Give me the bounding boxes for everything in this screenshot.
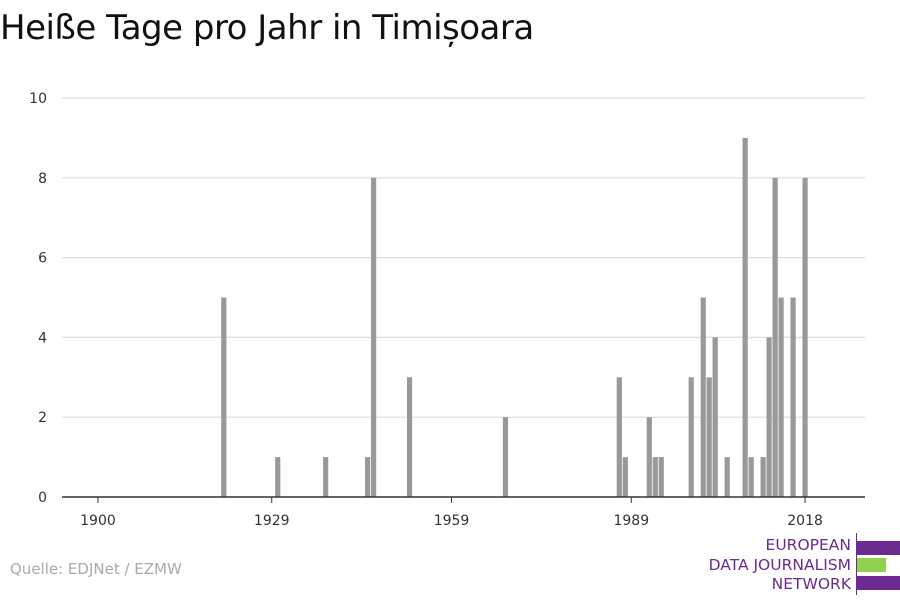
- bar: [748, 457, 754, 497]
- bar: [760, 457, 766, 497]
- bars: [221, 137, 808, 498]
- bar: [371, 177, 377, 498]
- logo-bar-top: [857, 541, 900, 555]
- tick-labels: 0 2 4 6 8 10 1900 1929 1959 1989 2018: [29, 91, 823, 529]
- bar: [688, 377, 694, 497]
- bar: [772, 177, 778, 498]
- bar: [700, 297, 706, 497]
- bar: [658, 457, 664, 497]
- bar: [622, 457, 628, 497]
- logo-bar-middle: [857, 558, 886, 572]
- x-tick-label: 1989: [613, 513, 649, 529]
- logo-text: EUROPEAN DATA JOURNALISM NETWORK: [709, 536, 851, 595]
- y-tick-label: 10: [29, 91, 47, 107]
- logo-divider: [856, 533, 857, 595]
- x-tick-label: 1929: [254, 513, 290, 529]
- axes: [62, 496, 865, 503]
- logo-line-2: DATA JOURNALISM: [708, 555, 851, 574]
- bar: [742, 137, 748, 497]
- bar: [275, 457, 281, 497]
- chart-title: Heiße Tage pro Jahr in Timișoara: [0, 8, 534, 48]
- bar: [778, 297, 784, 497]
- edjnet-logo[interactable]: EUROPEAN DATA JOURNALISM NETWORK: [700, 533, 900, 595]
- bar: [802, 177, 808, 498]
- bar: [724, 457, 730, 497]
- y-tick-label: 4: [38, 330, 47, 346]
- y-tick-label: 8: [38, 171, 47, 187]
- bar: [706, 377, 712, 497]
- bar: [502, 417, 509, 497]
- bar: [616, 377, 622, 497]
- y-tick-label: 0: [38, 490, 47, 506]
- x-tick-label: 2018: [787, 513, 823, 529]
- bar: [712, 337, 718, 497]
- bar: [365, 457, 371, 497]
- x-tick-label: 1900: [80, 513, 116, 529]
- bar: [766, 337, 772, 497]
- bar: [646, 417, 652, 497]
- bar: [221, 297, 227, 497]
- bar: [652, 457, 658, 497]
- logo-line-3: NETWORK: [771, 575, 851, 593]
- logo-line-1: EUROPEAN: [765, 536, 851, 554]
- y-tick-label: 6: [38, 251, 47, 267]
- x-tick-label: 1959: [434, 513, 470, 529]
- bar: [790, 297, 796, 497]
- y-tick-label: 2: [38, 410, 47, 426]
- logo-bar-bottom: [857, 576, 900, 590]
- source-note: Quelle: EDJNet / EZMW: [10, 560, 182, 578]
- grid-lines: [62, 97, 865, 418]
- bar: [323, 457, 329, 497]
- bar: [406, 377, 413, 497]
